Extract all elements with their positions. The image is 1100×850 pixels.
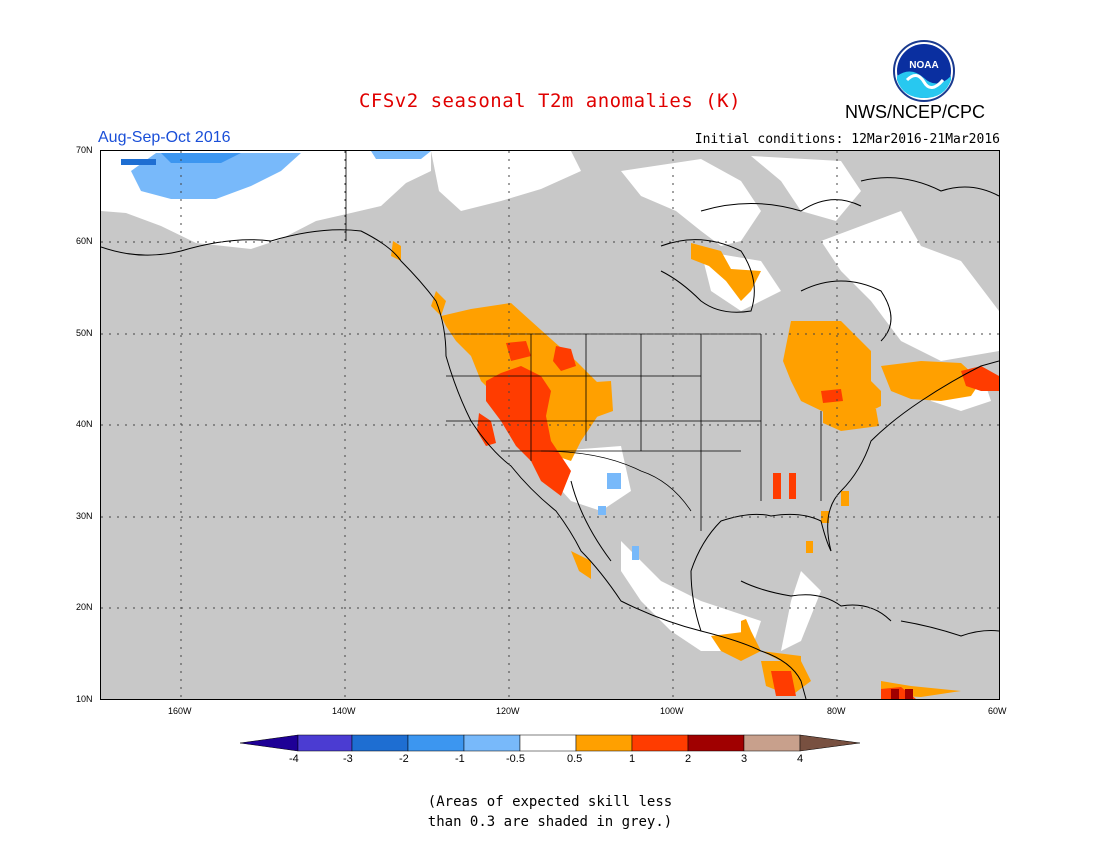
organization-label: NWS/NCEP/CPC — [845, 102, 986, 122]
skill-note: (Areas of expected skill less than 0.3 a… — [0, 792, 1100, 832]
anomaly-map — [100, 150, 1000, 700]
lat-label-10n: 10N — [76, 694, 93, 704]
map-canvas — [100, 151, 1000, 700]
lon-label-120w: 120W — [496, 706, 520, 716]
strong-warm-anomaly-areas — [477, 341, 999, 699]
noaa-logo: NOAA — [893, 40, 955, 102]
very-warm-anomaly-areas — [891, 689, 913, 699]
lon-label-60w: 60W — [988, 706, 1007, 716]
lon-label-80w: 80W — [827, 706, 846, 716]
colorbar-tick: -0.5 — [506, 753, 525, 765]
map-title: CFSv2 seasonal T2m anomalies (K) — [358, 90, 742, 112]
lon-label-160w: 160W — [168, 706, 192, 716]
logo-text: NOAA — [909, 60, 938, 71]
lat-label-20n: 20N — [76, 602, 93, 612]
skill-note-line2: than 0.3 are shaded in grey.) — [427, 814, 673, 830]
colorbar-arrow-left — [239, 734, 299, 752]
colorbar-arrow-right — [799, 734, 861, 752]
colorbar-tick: 0.5 — [567, 753, 583, 765]
colorbar — [239, 733, 862, 753]
skill-note-line1: (Areas of expected skill less — [427, 794, 673, 810]
graticule — [101, 151, 999, 699]
colorbar-tick: -2 — [399, 753, 409, 765]
colorbar-tick: 3 — [741, 753, 748, 765]
season-label: Aug-Sep-Oct 2016 — [98, 129, 231, 146]
colorbar-tick: -4 — [289, 753, 299, 765]
colorbar-tick: -3 — [343, 753, 353, 765]
lat-label-30n: 30N — [76, 511, 93, 521]
lon-label-140w: 140W — [332, 706, 356, 716]
lon-label-100w: 100W — [660, 706, 684, 716]
colorbar-tick: 2 — [685, 753, 692, 765]
initial-conditions-label: Initial conditions: 12Mar2016-21Mar2016 — [694, 132, 1000, 147]
lat-label-40n: 40N — [76, 419, 93, 429]
lat-label-70n: 70N — [76, 145, 93, 155]
lat-label-60n: 60N — [76, 236, 93, 246]
colorbar-tick: -1 — [455, 753, 465, 765]
coastlines — [100, 177, 1000, 700]
colorbar-tick: 1 — [629, 753, 636, 765]
borders — [345, 151, 822, 531]
colorbar-tick: 4 — [797, 753, 804, 765]
lat-label-50n: 50N — [76, 328, 93, 338]
